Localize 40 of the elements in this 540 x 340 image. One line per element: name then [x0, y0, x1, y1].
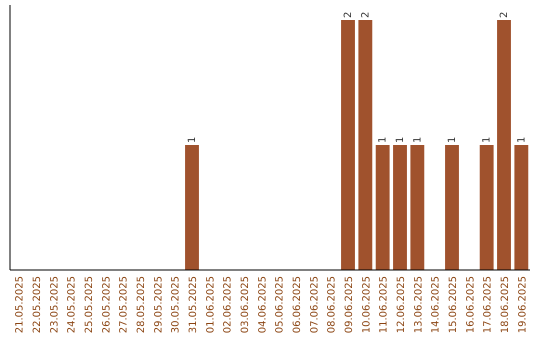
data-label: 2 [343, 12, 354, 18]
x-tick-label: 31.05.2025 [188, 276, 199, 334]
x-tick-label: 11.06.2025 [378, 276, 390, 334]
x-tick-label: 05.06.2025 [274, 276, 286, 334]
x-tick-label: 30.05.2025 [170, 276, 182, 334]
x-tick-label: 09.06.2025 [344, 276, 355, 334]
x-tick-label: 02.06.2025 [222, 276, 234, 334]
x-tick-label: 22.05.2025 [32, 276, 43, 334]
x-tick-label: 19.06.2025 [517, 276, 528, 334]
data-label: 2 [360, 12, 372, 18]
x-tick-label: 12.06.2025 [396, 276, 407, 334]
x-tick-label: 17.06.2025 [482, 276, 494, 334]
data-label: 1 [516, 136, 528, 143]
x-tick-label: 03.06.2025 [240, 276, 251, 334]
x-tick-label: 28.05.2025 [136, 276, 147, 334]
x-tick-label: 15.06.2025 [448, 276, 459, 334]
x-tick-label: 07.06.2025 [309, 276, 320, 334]
x-tick-label: 29.05.2025 [153, 276, 164, 334]
data-label: 2 [499, 12, 510, 18]
x-tick-label: 23.05.2025 [49, 276, 60, 334]
x-tick-label: 10.06.2025 [361, 276, 372, 334]
x-tick-label: 06.06.2025 [292, 276, 303, 334]
data-label: 1 [482, 136, 493, 143]
data-label: 1 [187, 136, 198, 143]
x-tick-label: 27.05.2025 [118, 276, 130, 334]
x-tick-label: 24.05.2025 [66, 276, 78, 334]
x-tick-label: 25.05.2025 [84, 276, 95, 334]
x-tick-label: 21.05.2025 [14, 276, 26, 334]
x-tick-label: 13.06.2025 [413, 276, 424, 334]
x-tick-label: 08.06.2025 [326, 276, 338, 334]
x-tick-label: 14.06.2025 [430, 276, 442, 334]
data-label: 1 [447, 136, 458, 143]
data-label: 1 [378, 136, 389, 143]
x-tick-label: 26.05.2025 [101, 276, 112, 334]
data-label: 1 [412, 136, 424, 143]
x-tick-label: 01.06.2025 [205, 276, 216, 334]
data-label: 1 [395, 136, 406, 143]
x-tick-label: 18.06.2025 [500, 276, 511, 334]
x-tick-label: 16.06.2025 [465, 276, 476, 334]
x-tick-label: 04.06.2025 [257, 276, 268, 334]
